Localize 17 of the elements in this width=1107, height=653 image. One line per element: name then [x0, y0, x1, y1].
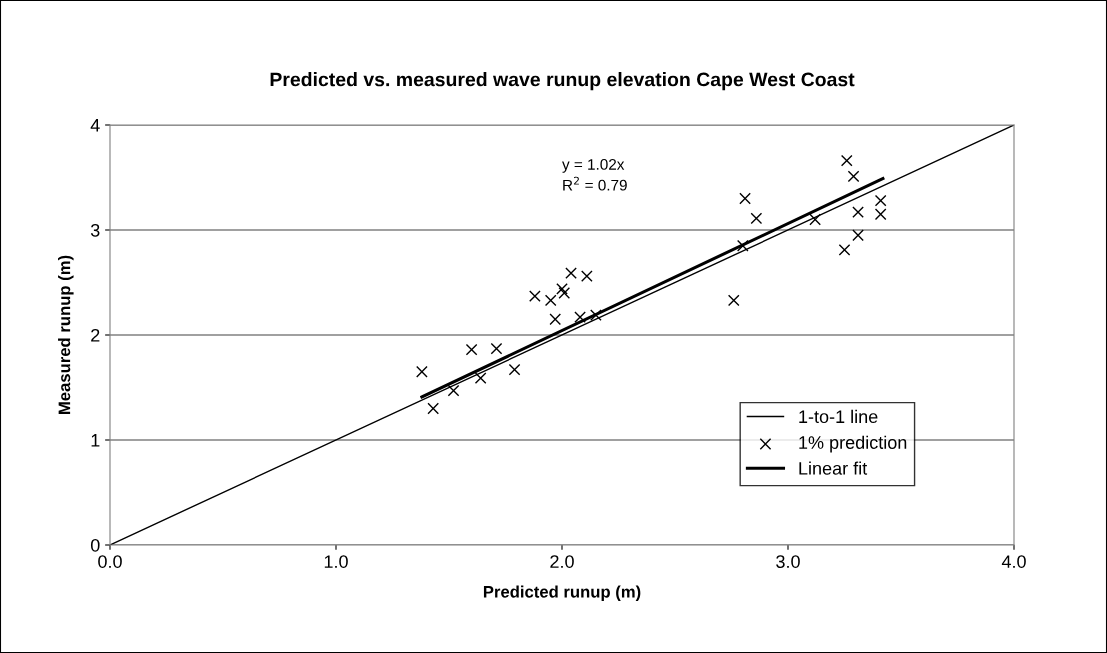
y-tick-label: 0 — [90, 538, 100, 552]
x-tick-label: 3.0 — [776, 555, 800, 568]
chart-title: Predicted vs. measured wave runup elevation Cape West Coast — [270, 72, 855, 91]
y-tick-label: 3 — [90, 223, 100, 237]
annotation: y = 1.02x R$^{2}$ = 0.79 — [562, 159, 627, 191]
legend-label: 1% prediction — [799, 435, 907, 453]
legend-label: 1-to-1 line — [799, 409, 878, 424]
x-tick-label: 1.0 — [324, 555, 348, 568]
y-axis-title: Measured runup (m) — [58, 255, 74, 414]
x-tick-label: 0.0 — [98, 555, 122, 568]
x-axis-title: Predicted runup (m) — [483, 585, 641, 601]
y-tick-label: 1 — [91, 434, 100, 447]
legend-label: Linear fit — [799, 461, 868, 475]
y-tick-label: 2 — [91, 328, 100, 342]
x-tick-label: 4.0 — [1001, 555, 1026, 568]
x-tick-label: 2.0 — [550, 555, 574, 568]
y-tick-label: 4 — [90, 119, 100, 132]
